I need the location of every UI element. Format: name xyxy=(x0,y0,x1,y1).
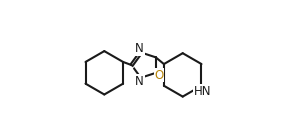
Text: O: O xyxy=(154,69,163,82)
Text: N: N xyxy=(135,42,144,55)
Text: HN: HN xyxy=(193,85,211,98)
Text: N: N xyxy=(135,75,144,88)
